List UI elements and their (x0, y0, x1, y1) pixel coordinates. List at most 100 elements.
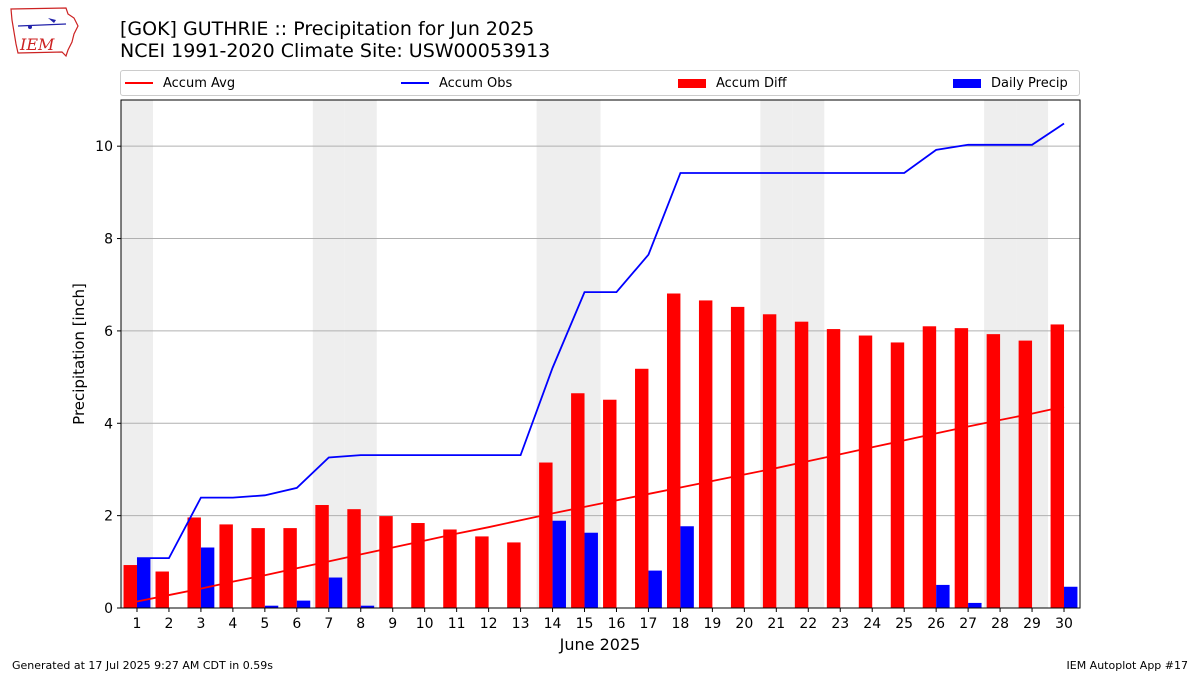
y-axis-label: Precipitation [inch] (70, 283, 88, 425)
iowa-outline (10, 7, 79, 58)
x-tick-label: 2 (164, 616, 173, 632)
bar-accum-diff-day-19 (698, 300, 713, 608)
y-tick-label: 10 (95, 139, 113, 155)
x-tick-label: 24 (863, 616, 881, 632)
bar-daily-precip-day-5 (264, 605, 279, 608)
legend-label: Accum Diff (716, 75, 787, 91)
bar-accum-diff-day-4 (219, 524, 233, 608)
bar-accum-diff-day-30 (1050, 324, 1065, 608)
bar-accum-diff-day-23 (826, 329, 841, 608)
grid-lines (121, 145, 1080, 517)
bar-daily-precip-day-17 (648, 570, 662, 608)
x-tick-label: 8 (356, 616, 365, 632)
bar-daily-precip-day-15 (584, 532, 598, 608)
legend-label: Accum Avg (163, 75, 236, 91)
y-tick-label: 6 (104, 324, 113, 340)
bar-accum-diff-day-3 (187, 517, 201, 608)
bars (123, 293, 1078, 608)
iem-logo: IEM (10, 7, 79, 58)
legend-label: Accum Obs (439, 75, 513, 91)
legend-item-daily-precip: Daily Precip (953, 71, 1068, 95)
x-tick-label: 5 (260, 616, 269, 632)
bar-accum-diff-day-24 (858, 335, 873, 608)
bar-daily-precip-day-1 (136, 558, 151, 608)
bar-accum-diff-day-7 (315, 505, 329, 608)
line-accum-obs (136, 122, 1065, 560)
legend-swatch (125, 82, 153, 84)
x-tick-label: 17 (640, 616, 658, 632)
x-tick-label: 25 (895, 616, 913, 632)
bar-accum-diff-day-20 (730, 306, 745, 608)
bar-accum-diff-day-16 (603, 399, 617, 608)
legend-item-accum-avg: Accum Avg (125, 71, 235, 95)
x-axis-label: June 2025 (559, 635, 641, 654)
x-tick-label: 4 (228, 616, 237, 632)
x-tick-label: 29 (1023, 616, 1041, 632)
bar-accum-diff-day-27 (954, 328, 969, 608)
x-tick-label: 9 (388, 616, 397, 632)
y-tick-label: 8 (104, 232, 113, 248)
x-tick-label: 26 (927, 616, 945, 632)
x-tick-label: 21 (767, 616, 785, 632)
x-tick-label: 11 (448, 616, 466, 632)
bar-accum-diff-day-1 (123, 565, 137, 608)
x-tick-label: 27 (959, 616, 977, 632)
x-tick-label: 6 (292, 616, 301, 632)
chart-title: [GOK] GUTHRIE :: Precipitation for Jun 2… (120, 18, 535, 40)
bar-accum-diff-day-22 (794, 321, 809, 608)
x-tick-label: 23 (831, 616, 849, 632)
x-tick-label: 20 (735, 616, 753, 632)
bar-daily-precip-day-7 (328, 577, 343, 608)
chart-subtitle: NCEI 1991-2020 Climate Site: USW00053913 (120, 40, 551, 62)
x-tick-label: 22 (799, 616, 817, 632)
bar-accum-diff-day-25 (890, 342, 905, 608)
plot-frame (120, 99, 1081, 609)
bar-daily-precip-day-27 (968, 602, 982, 608)
bar-accum-diff-day-29 (1018, 340, 1033, 608)
bar-daily-precip-day-6 (296, 600, 311, 608)
legend-swatch (678, 78, 706, 88)
bar-daily-precip-day-3 (200, 547, 215, 608)
y-tick-label: 4 (104, 416, 113, 432)
x-tick-label: 28 (991, 616, 1009, 632)
bar-accum-diff-day-11 (443, 529, 457, 608)
y-tick-label: 2 (104, 509, 113, 525)
bar-accum-diff-day-18 (666, 293, 681, 608)
bar-accum-diff-day-13 (507, 542, 521, 608)
bar-accum-diff-day-2 (155, 571, 169, 608)
bar-accum-diff-day-15 (571, 393, 585, 608)
y-tick-label: 0 (104, 601, 113, 617)
x-tick-label: 10 (416, 616, 434, 632)
bar-daily-precip-day-18 (680, 526, 694, 608)
footer-app: IEM Autoplot App #17 (1066, 659, 1189, 672)
x-tick-label: 19 (703, 616, 721, 632)
bar-accum-diff-day-14 (539, 462, 553, 608)
x-tick-label: 15 (576, 616, 594, 632)
bar-accum-diff-day-28 (986, 334, 1001, 608)
legend: Accum Avg Accum Obs Accum Diff Daily Pre… (120, 70, 1080, 96)
legend-swatch (953, 78, 981, 88)
bar-daily-precip-day-26 (936, 584, 950, 608)
bar-accum-diff-day-12 (475, 536, 489, 608)
bar-daily-precip-day-8 (360, 605, 375, 608)
bar-accum-diff-day-8 (347, 509, 361, 608)
bar-accum-diff-day-9 (379, 516, 393, 608)
logo-text: IEM (19, 35, 55, 54)
bar-accum-diff-day-17 (635, 368, 649, 608)
x-tick-label: 30 (1055, 616, 1073, 632)
footer-generated: Generated at 17 Jul 2025 9:27 AM CDT in … (12, 659, 273, 672)
bar-daily-precip-day-14 (552, 520, 566, 608)
bar-accum-diff-day-6 (283, 528, 297, 608)
x-tick-label: 13 (512, 616, 530, 632)
bar-accum-diff-day-21 (762, 314, 777, 608)
legend-label: Daily Precip (991, 75, 1068, 91)
legend-item-accum-obs: Accum Obs (401, 71, 512, 95)
x-tick-label: 14 (544, 616, 562, 632)
bar-accum-diff-day-5 (251, 528, 265, 608)
bar-daily-precip-day-30 (1064, 586, 1078, 608)
x-tick-label: 16 (608, 616, 626, 632)
line-accum-avg (136, 405, 1065, 603)
weekend-shade-day-1 (121, 100, 153, 608)
